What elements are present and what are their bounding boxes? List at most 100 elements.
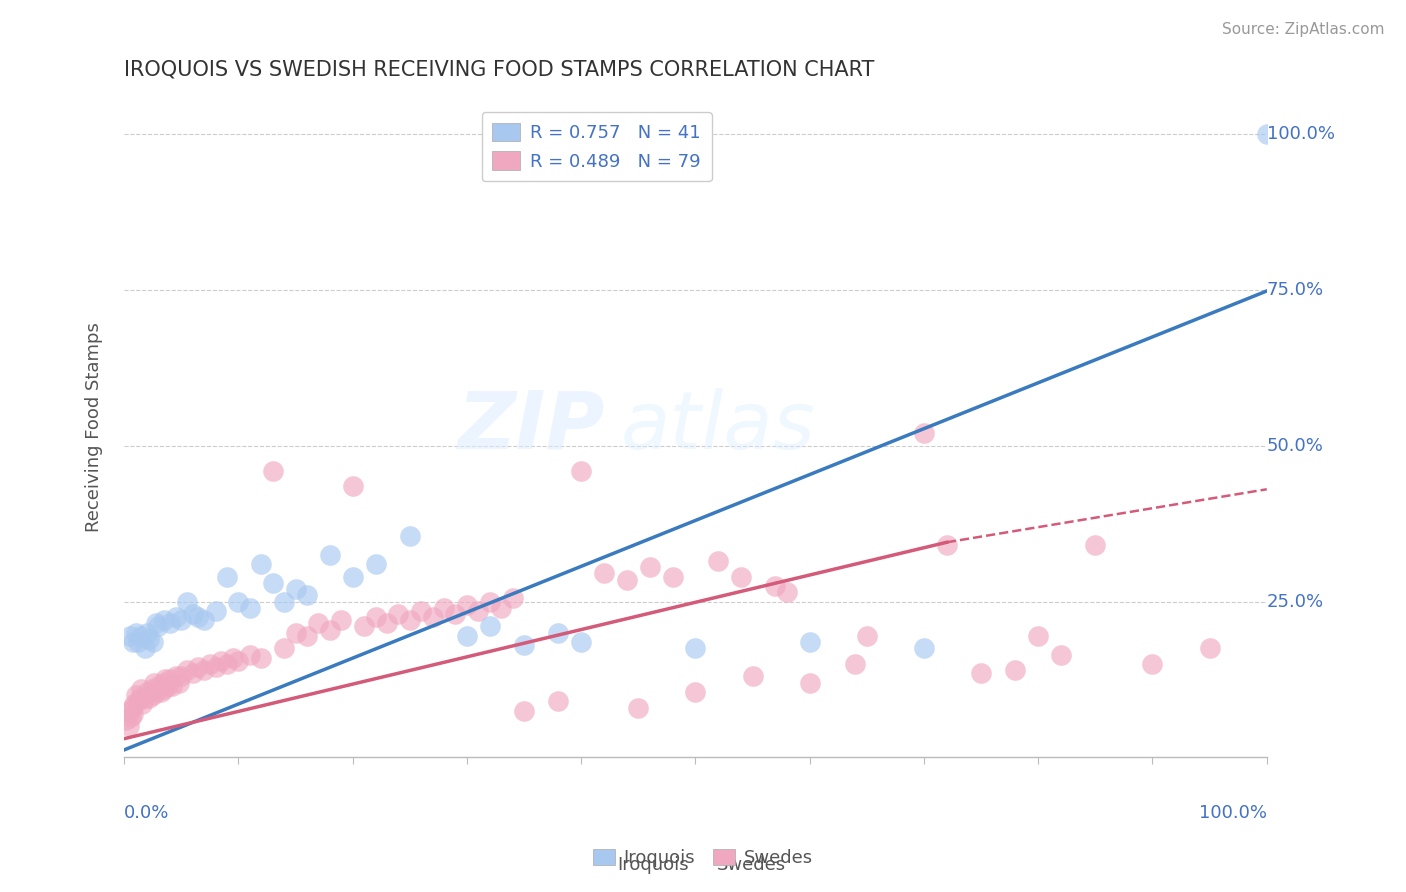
Point [284, 582, 307, 596]
Point [129, 691, 152, 706]
Point [364, 610, 387, 624]
Point [129, 681, 152, 696]
Point [616, 573, 638, 587]
Point [198, 657, 221, 671]
Point [118, 719, 141, 733]
Point [799, 675, 821, 690]
Point [170, 613, 193, 627]
Point [547, 625, 569, 640]
Point [411, 604, 433, 618]
Point [478, 619, 501, 633]
Point [685, 641, 707, 656]
Point [776, 585, 799, 599]
Point [145, 616, 167, 631]
Point [593, 566, 616, 581]
Text: IROQUOIS VS SWEDISH RECEIVING FOOD STAMPS CORRELATION CHART: IROQUOIS VS SWEDISH RECEIVING FOOD STAMP… [124, 60, 875, 79]
Point [187, 610, 209, 624]
Point [707, 554, 730, 568]
Text: 50.0%: 50.0% [1267, 436, 1323, 455]
Point [342, 569, 364, 583]
Point [467, 604, 489, 618]
Point [1026, 629, 1049, 643]
Text: 0.0%: 0.0% [124, 804, 170, 822]
Point [176, 663, 198, 677]
Point [1084, 538, 1107, 552]
Point [141, 681, 163, 696]
Point [129, 629, 152, 643]
Point [422, 610, 444, 624]
Point [204, 604, 226, 618]
Point [387, 607, 409, 621]
Point [142, 675, 165, 690]
Point [627, 700, 650, 714]
Point [330, 613, 353, 627]
Point [364, 557, 387, 571]
Point [122, 706, 145, 721]
Point [215, 569, 238, 583]
Point [193, 663, 215, 677]
Text: Iroquois: Iroquois [617, 856, 689, 874]
Text: ZIP: ZIP [457, 388, 605, 466]
Point [799, 635, 821, 649]
Point [398, 529, 420, 543]
Point [176, 594, 198, 608]
Point [142, 635, 165, 649]
Point [134, 691, 156, 706]
Point [239, 600, 262, 615]
Point [1004, 663, 1026, 677]
Point [148, 679, 170, 693]
Text: atlas: atlas [621, 388, 815, 466]
Point [159, 673, 181, 687]
Point [215, 657, 238, 671]
Point [181, 666, 204, 681]
Point [209, 654, 232, 668]
Point [456, 629, 478, 643]
Point [273, 594, 295, 608]
Point [221, 650, 243, 665]
Legend: R = 0.757   N = 41, R = 0.489   N = 79: R = 0.757 N = 41, R = 0.489 N = 79 [482, 112, 711, 181]
Point [142, 688, 165, 702]
Point [131, 698, 153, 712]
Point [165, 610, 187, 624]
Point [456, 598, 478, 612]
Point [127, 635, 149, 649]
Text: Source: ZipAtlas.com: Source: ZipAtlas.com [1222, 22, 1385, 37]
Point [856, 629, 879, 643]
Point [187, 660, 209, 674]
Point [353, 619, 375, 633]
Point [284, 625, 307, 640]
Point [138, 691, 160, 706]
Point [307, 616, 329, 631]
Point [124, 698, 146, 712]
Point [513, 638, 536, 652]
Point [319, 623, 342, 637]
Point [1198, 641, 1220, 656]
Point [295, 588, 318, 602]
Point [489, 600, 512, 615]
Point [342, 479, 364, 493]
Point [912, 426, 935, 441]
Point [250, 650, 273, 665]
Point [661, 569, 683, 583]
Point [160, 679, 183, 693]
Point [170, 669, 193, 683]
Point [121, 700, 143, 714]
Point [120, 710, 142, 724]
Point [638, 560, 661, 574]
Point [127, 694, 149, 708]
Point [433, 600, 456, 615]
Point [250, 557, 273, 571]
Point [145, 685, 167, 699]
Point [970, 666, 993, 681]
Point [513, 704, 536, 718]
Point [167, 675, 190, 690]
Point [181, 607, 204, 621]
Point [228, 654, 250, 668]
Point [115, 713, 138, 727]
Point [502, 591, 524, 606]
Point [1256, 127, 1278, 141]
Point [569, 464, 592, 478]
Point [159, 616, 181, 631]
Point [118, 704, 141, 718]
Point [118, 629, 141, 643]
